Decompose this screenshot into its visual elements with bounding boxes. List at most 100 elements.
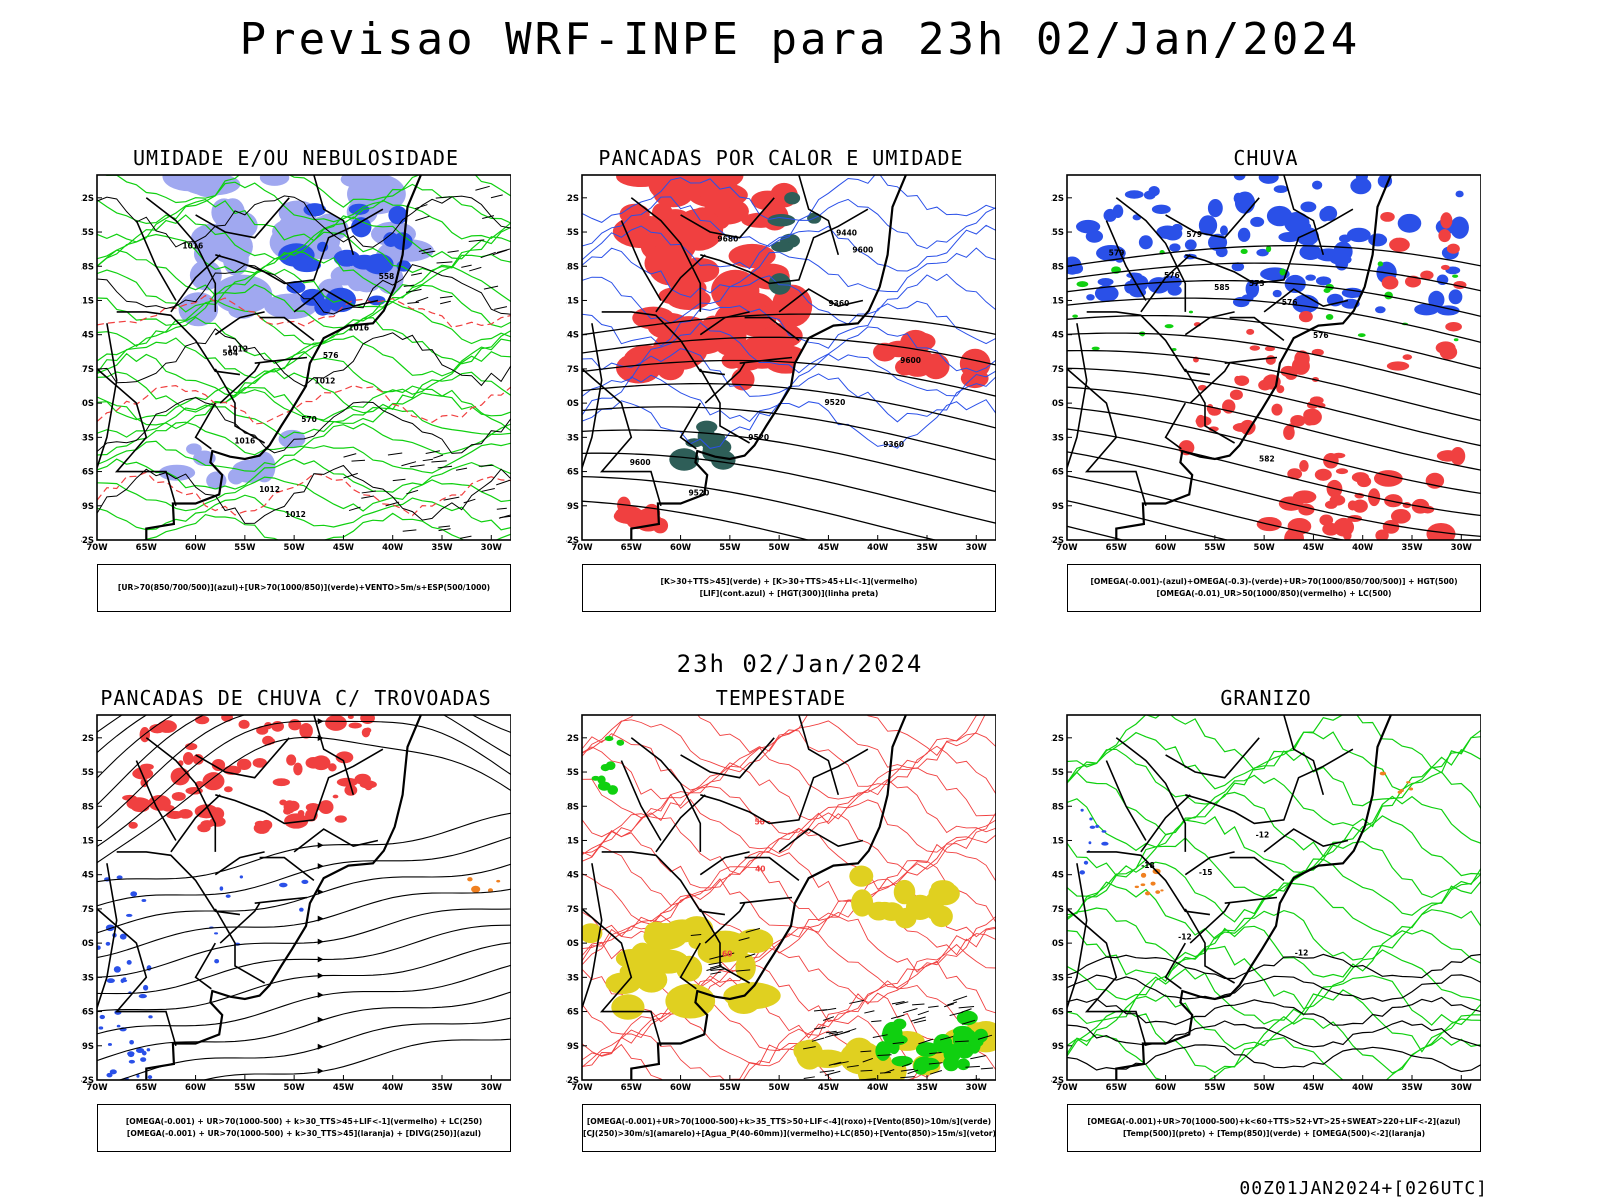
map-tempestade[interactable]: 40 50 60 12S 15S 18S 21S 24S 27S 30S 33S 36S 39S 42S7… xyxy=(566,711,996,1096)
data-blob xyxy=(1101,841,1109,846)
panel-legend: [OMEGA(-0.001)+UR>70(1000-500)+k>35_TTS>… xyxy=(582,1104,996,1152)
humidity-low-contour-south xyxy=(97,512,511,540)
forecast-time-label: 23h 02/Jan/2024 xyxy=(676,650,924,678)
lon-label: 35W xyxy=(431,1083,453,1093)
border-line xyxy=(1067,323,1088,471)
lon-label: 70W xyxy=(571,543,593,553)
lon-label: 55W xyxy=(234,1083,256,1093)
data-blob xyxy=(1231,262,1245,272)
border-line xyxy=(1263,288,1349,313)
panel-title: UMIDADE E/OU NEBULOSIDADE xyxy=(132,146,460,170)
height-contour xyxy=(582,452,996,524)
lon-label: 50W xyxy=(1254,1083,1276,1093)
lon-label: 65W xyxy=(1106,1083,1128,1093)
data-blob xyxy=(611,994,645,1020)
lifted-index-contour xyxy=(582,247,996,298)
contour-labels: 1012 1012 1012 1016 1016 1016 1012 576 570 564 558 xyxy=(182,241,394,519)
data-blob xyxy=(1375,529,1389,540)
border-line xyxy=(1283,175,1325,256)
lon-label: 55W xyxy=(719,1083,741,1093)
wind-arrow xyxy=(970,1055,986,1060)
temp850-contour xyxy=(1067,858,1481,923)
map-pancadas-trovoadas[interactable]: 12S 15S 18S 21S 24S 27S 30S 33S 36S 39S 42S70W 65W 6… xyxy=(81,711,511,1096)
lon-label: 30W xyxy=(1451,543,1473,553)
lon-label: 60W xyxy=(185,543,207,553)
data-blob xyxy=(1352,499,1368,513)
streamline xyxy=(97,924,511,995)
wind-vectors xyxy=(803,995,994,1080)
border-line xyxy=(135,760,177,841)
border-line xyxy=(1185,748,1354,825)
lat-label: 30S xyxy=(566,939,579,949)
border-line xyxy=(170,794,221,853)
lat-label: 18S xyxy=(81,802,94,812)
data-blob xyxy=(1195,414,1206,428)
border-line xyxy=(116,311,241,376)
data-blob xyxy=(1381,276,1399,290)
lifted-index-contour xyxy=(582,196,996,250)
lon-label: 45W xyxy=(818,543,840,553)
data-blob xyxy=(99,1014,105,1020)
map-granizo[interactable]: -12 -12 -15 -18 -12 12S 15S 18S 21S 24S 27S 30S 33S 3… xyxy=(1051,711,1481,1096)
data-blob xyxy=(795,1039,824,1070)
streamline xyxy=(97,736,511,864)
data-blob xyxy=(644,248,676,278)
lifted-index-contour xyxy=(582,273,996,325)
streamline xyxy=(97,715,175,779)
plot-area: 40 50 60 xyxy=(582,715,996,1080)
streamline xyxy=(97,812,511,883)
wind-arrow xyxy=(492,249,508,256)
data-blob xyxy=(1155,890,1161,894)
data-blob xyxy=(1279,268,1286,276)
data-blob xyxy=(1299,460,1309,472)
data-blob xyxy=(851,889,874,917)
height-contour xyxy=(1067,297,1481,344)
humidity-low-contour xyxy=(97,231,511,274)
data-blob xyxy=(211,198,237,227)
coastline xyxy=(1115,715,1412,1080)
data-blob xyxy=(1384,494,1403,508)
border-line xyxy=(97,863,118,1011)
wind-arrow xyxy=(860,1069,873,1072)
wind-arrow xyxy=(361,495,375,499)
border-line xyxy=(215,208,384,285)
wind-arrow xyxy=(949,1011,964,1017)
data-blob xyxy=(299,907,304,912)
wind-arrow xyxy=(918,1038,934,1045)
lon-label: 55W xyxy=(1204,543,1226,553)
wind-arrow xyxy=(871,1020,882,1023)
streamlines xyxy=(97,715,511,1080)
border-line xyxy=(620,760,662,841)
data-blob xyxy=(1379,771,1387,776)
wind-arrow xyxy=(877,1054,892,1057)
border-line xyxy=(739,356,793,364)
data-blob xyxy=(252,757,268,768)
data-blob xyxy=(1386,361,1410,371)
humidity-low-contour-south xyxy=(97,404,511,439)
contour-label: 558 xyxy=(379,272,395,281)
data-blob xyxy=(1294,350,1310,367)
data-blob xyxy=(279,882,288,888)
lifted-index-contour xyxy=(582,224,996,272)
border-line xyxy=(1184,908,1236,984)
data-blob xyxy=(346,264,369,292)
map-umidade[interactable]: 1012 1012 1012 1016 1016 1016 1012 576 570 564 558… xyxy=(81,171,511,556)
data-blob xyxy=(1097,278,1114,286)
lat-label: 30S xyxy=(1051,939,1064,949)
wind-arrow xyxy=(860,1050,872,1053)
data-blob xyxy=(582,923,603,944)
contour-label: 1016 xyxy=(182,241,203,250)
border-line xyxy=(582,368,662,507)
border-line xyxy=(1105,760,1147,841)
wind-arrow xyxy=(977,1034,993,1040)
map-chuva[interactable]: 58558257957657357657657912S15S18S21S24S2… xyxy=(1051,171,1481,556)
lat-label: 15S xyxy=(1051,228,1064,238)
data-blob xyxy=(1258,175,1279,184)
map-pancadas-calor[interactable]: 9680960096009520944093609520960093609520… xyxy=(566,171,996,556)
data-blob xyxy=(1150,881,1156,886)
humidity-south xyxy=(158,429,306,490)
data-blob xyxy=(128,1059,135,1064)
wind-arrow xyxy=(954,1040,969,1043)
data-blob xyxy=(256,725,269,735)
lon-label: 40W xyxy=(867,543,889,553)
